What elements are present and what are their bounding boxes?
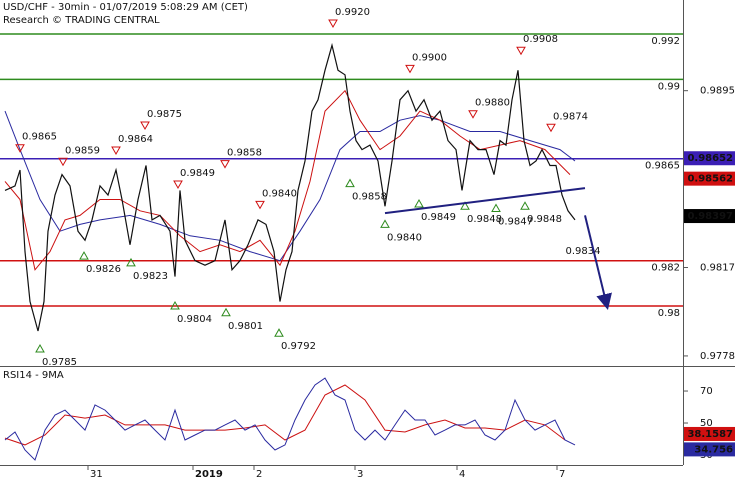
- x-tick-label: 2019: [195, 469, 223, 480]
- low-marker: [520, 201, 530, 210]
- high-marker: [516, 46, 526, 56]
- price-tag-label: 38.1587: [687, 429, 733, 440]
- low-label: 0.9792: [281, 341, 316, 352]
- trendline: [384, 187, 586, 215]
- x-tick-label: 31: [90, 469, 103, 480]
- series-line: [4, 89, 571, 271]
- low-label: 0.9823: [133, 271, 168, 282]
- low-marker: [170, 300, 180, 310]
- low-marker: [79, 251, 89, 260]
- note-label: 0.9834: [566, 246, 601, 257]
- high-marker: [546, 123, 556, 133]
- level-label: 0.992: [651, 36, 680, 47]
- y-tick-label: 50: [700, 418, 713, 429]
- series-line: [4, 110, 576, 262]
- x-tick-label: 3: [357, 469, 363, 480]
- high-label: 0.9900: [412, 52, 447, 63]
- high-label: 0.9875: [147, 109, 182, 120]
- high-marker: [58, 157, 68, 167]
- low-label: 0.9804: [177, 314, 212, 325]
- price-tag: [684, 209, 735, 224]
- high-marker: [405, 64, 415, 74]
- y-tick-label: 0.9817: [700, 263, 735, 274]
- x-tick-label: 2: [256, 469, 262, 480]
- arrow: [584, 215, 612, 310]
- low-label: 0.9847: [498, 217, 533, 228]
- low-marker: [126, 257, 136, 267]
- price-tag: [684, 171, 735, 186]
- low-label: 0.9826: [86, 264, 121, 275]
- low-label: 0.9785: [42, 357, 77, 368]
- series-line: [4, 384, 566, 446]
- x-tick-label: 7: [559, 469, 565, 480]
- high-marker: [220, 160, 230, 169]
- level-label: 0.99: [658, 81, 680, 92]
- high-marker: [173, 180, 183, 189]
- chart-subtitle: Research © TRADING CENTRAL: [3, 15, 160, 26]
- high-marker: [111, 146, 121, 155]
- price-tag: [684, 442, 735, 457]
- price-tag-label: 0.98397: [687, 211, 733, 222]
- x-tick-label: 4: [459, 469, 465, 480]
- y-tick-label: 70: [700, 386, 713, 397]
- high-label: 0.9858: [227, 148, 262, 159]
- price-tag-label: 0.98652: [687, 153, 733, 164]
- low-marker: [345, 178, 355, 188]
- high-label: 0.9849: [180, 168, 215, 179]
- low-marker: [35, 344, 45, 353]
- rsi-title: RSI14 - 9MA: [3, 370, 64, 381]
- series-line: [4, 377, 576, 461]
- high-marker: [328, 19, 338, 29]
- high-label: 0.9874: [553, 111, 588, 122]
- high-label: 0.9908: [523, 34, 558, 45]
- low-marker: [414, 198, 424, 208]
- high-marker: [255, 200, 265, 210]
- price-tag: [684, 426, 735, 441]
- low-marker: [491, 203, 501, 213]
- high-label: 0.9864: [118, 134, 153, 145]
- high-marker: [140, 121, 150, 131]
- high-label: 0.9859: [65, 145, 100, 156]
- price-tag-label: 34.756: [694, 444, 733, 455]
- low-label: 0.9858: [352, 192, 387, 203]
- y-tick-label: 0.9778: [700, 351, 735, 362]
- low-label: 0.9801: [228, 321, 263, 332]
- low-label: 0.9848: [527, 214, 562, 225]
- high-label: 0.9865: [22, 132, 57, 143]
- chart-title: USD/CHF - 30min - 01/07/2019 5:08:29 AM …: [3, 2, 248, 13]
- low-marker: [460, 201, 470, 210]
- high-marker: [468, 110, 478, 119]
- low-marker: [380, 219, 390, 228]
- high-marker: [15, 144, 25, 153]
- low-label: 0.9840: [387, 232, 422, 243]
- low-marker: [274, 328, 284, 337]
- low-label: 0.9848: [467, 214, 502, 225]
- high-label: 0.9920: [335, 7, 370, 18]
- low-label: 0.9849: [421, 212, 456, 223]
- high-label: 0.9840: [262, 188, 297, 199]
- price-tag: [684, 151, 735, 166]
- y-tick-label: 0.9895: [700, 86, 735, 97]
- level-label: 0.98: [658, 308, 680, 319]
- low-marker: [221, 307, 231, 317]
- level-label: 0.982: [651, 263, 680, 274]
- series-line: [4, 42, 576, 332]
- level-label: 0.9865: [645, 161, 680, 172]
- high-label: 0.9880: [475, 98, 510, 109]
- price-tag-label: 0.98562: [687, 174, 733, 185]
